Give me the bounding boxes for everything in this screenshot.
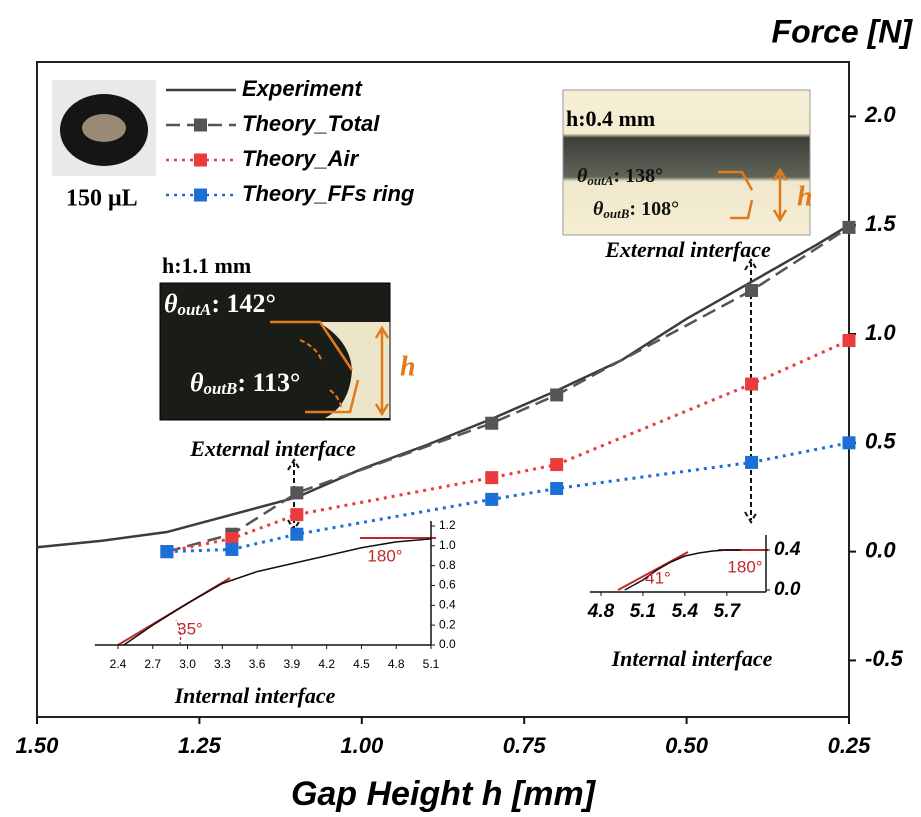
x-tick-label: 0.75 bbox=[503, 733, 547, 758]
x-tick-label: 4.8 bbox=[587, 601, 615, 622]
x-tick-label: 3.6 bbox=[249, 657, 266, 671]
marker bbox=[485, 417, 498, 430]
y-tick-label: 0.0 bbox=[865, 537, 896, 562]
x-tick-label: 4.8 bbox=[388, 657, 405, 671]
gap-label: h bbox=[797, 181, 813, 212]
y-tick-label: 0.0 bbox=[774, 579, 801, 600]
panel-caption: External interface bbox=[604, 237, 771, 262]
legend-label: Theory_Air bbox=[242, 146, 360, 171]
y-axis-title: Force [N] bbox=[772, 13, 914, 49]
x-tick-label: 3.3 bbox=[214, 657, 231, 671]
legend-label: Experiment bbox=[242, 76, 363, 101]
angle-symbol: θ bbox=[593, 198, 604, 220]
x-tick-label: 5.7 bbox=[714, 601, 742, 622]
marker bbox=[160, 545, 173, 558]
x-tick-label: 1.25 bbox=[178, 733, 222, 758]
x-axis-title: Gap Height h [mm] bbox=[291, 775, 597, 813]
legend-label: Theory_Total bbox=[242, 111, 380, 136]
marker bbox=[745, 456, 758, 469]
gap-label: h bbox=[400, 351, 416, 382]
marker bbox=[843, 334, 856, 347]
angle-annotation: 41° bbox=[645, 568, 671, 587]
x-tick-label: 3.0 bbox=[179, 657, 196, 671]
angle-value: : 138° bbox=[613, 165, 663, 187]
x-tick-label: 5.4 bbox=[672, 601, 699, 622]
sample-label: 150 μL bbox=[66, 186, 138, 212]
chart: 1.50 1.25 1.00 0.75 0.50 0.25 -0.5 0.0 0.5 1.0 1.5… bbox=[0, 0, 921, 817]
marker bbox=[485, 471, 498, 484]
panel-caption: External interface bbox=[189, 436, 356, 461]
panel-height: h:0.4 mm bbox=[566, 106, 655, 131]
angle-subscript: outA bbox=[587, 173, 613, 188]
marker bbox=[550, 458, 563, 471]
legend-marker bbox=[194, 154, 207, 167]
angle-subscript: outA bbox=[178, 300, 212, 319]
marker bbox=[290, 508, 303, 521]
angle-value: : 113° bbox=[237, 368, 300, 397]
x-tick-label: 0.50 bbox=[665, 733, 709, 758]
x-tick-label: 1.00 bbox=[340, 733, 384, 758]
marker bbox=[485, 493, 498, 506]
angle-symbol: θ bbox=[164, 289, 178, 318]
y-tick-label: 2.0 bbox=[864, 102, 896, 127]
series-line bbox=[37, 225, 849, 547]
y-tick-label: 0.4 bbox=[774, 539, 801, 560]
series-line bbox=[625, 550, 741, 590]
x-tick-label: 0.25 bbox=[828, 733, 872, 758]
marker bbox=[745, 284, 758, 297]
y-tick-label: 0.0 bbox=[439, 637, 456, 651]
sample-center bbox=[82, 114, 126, 142]
y-tick-label: 1.0 bbox=[439, 538, 456, 552]
angle-value: : 142° bbox=[211, 289, 276, 318]
x-tick-label: 4.2 bbox=[318, 657, 335, 671]
page: {"chart_data": [ {"type": "line", "y_lab… bbox=[0, 0, 921, 817]
marker bbox=[290, 486, 303, 499]
marker bbox=[225, 543, 238, 556]
y-tick-label: 1.0 bbox=[865, 320, 896, 345]
y-tick-label: 0.6 bbox=[439, 578, 456, 592]
angle-annotation: 180° bbox=[367, 546, 402, 565]
x-tick-label: 2.4 bbox=[110, 657, 127, 671]
legend-label: Theory_FFs ring bbox=[242, 181, 415, 206]
y-tick-label: 0.5 bbox=[865, 429, 896, 454]
angle-subscript: outB bbox=[603, 206, 629, 221]
y-tick-label: 1.2 bbox=[439, 518, 456, 532]
y-tick-label: 0.4 bbox=[439, 597, 456, 611]
x-tick-label: 4.5 bbox=[353, 657, 370, 671]
marker bbox=[843, 436, 856, 449]
x-tick-label: 5.1 bbox=[630, 601, 656, 622]
legend-marker bbox=[194, 189, 207, 202]
link-arrow bbox=[745, 260, 757, 522]
marker bbox=[843, 221, 856, 234]
y-tick-label: 0.8 bbox=[439, 558, 456, 572]
angle-annotation: 180° bbox=[727, 557, 762, 576]
inset-caption: Internal interface bbox=[611, 646, 773, 671]
angle-subscript: outB bbox=[204, 379, 238, 398]
x-tick-label: 3.9 bbox=[284, 657, 301, 671]
angle-symbol: θ bbox=[577, 165, 588, 187]
x-tick-label: 5.1 bbox=[423, 657, 440, 671]
y-tick-label: -0.5 bbox=[865, 646, 904, 671]
x-tick-label: 2.7 bbox=[144, 657, 161, 671]
marker bbox=[745, 378, 758, 391]
inset-caption: Internal interface bbox=[174, 683, 336, 708]
marker bbox=[550, 388, 563, 401]
marker bbox=[290, 528, 303, 541]
y-tick-label: 0.2 bbox=[439, 617, 456, 631]
x-tick-label: 1.50 bbox=[16, 733, 60, 758]
angle-annotation: 35° bbox=[177, 619, 203, 638]
angle-symbol: θ bbox=[190, 368, 204, 397]
panel-height: h:1.1 mm bbox=[162, 253, 251, 278]
y-tick-label: 1.5 bbox=[865, 211, 896, 236]
legend-marker bbox=[194, 119, 207, 132]
angle-value: : 108° bbox=[629, 198, 679, 220]
marker bbox=[550, 482, 563, 495]
